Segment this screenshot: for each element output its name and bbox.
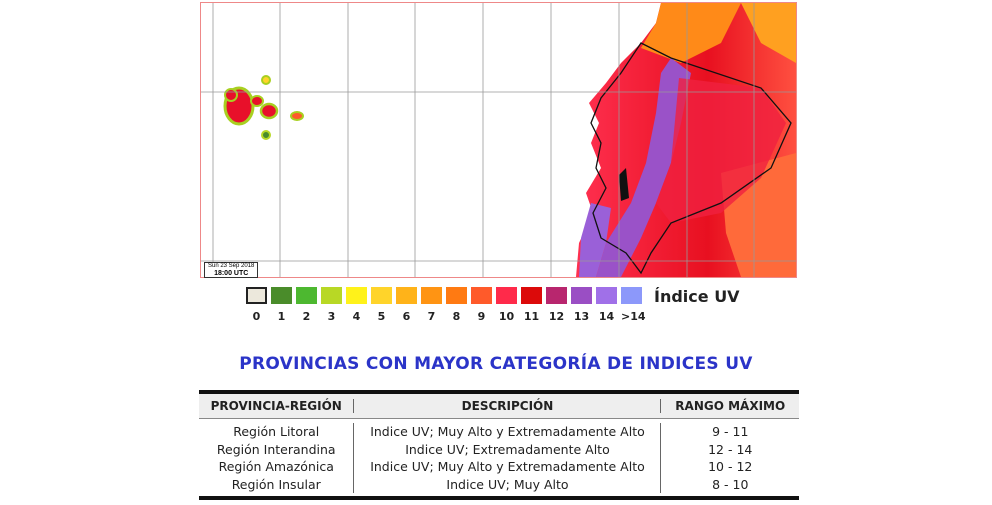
legend-label: 8	[452, 310, 461, 323]
timestamp-date: Sun 23 Sep 2018	[208, 263, 255, 269]
legend-title: Índice UV	[654, 287, 740, 306]
legend-label: 11	[523, 310, 540, 323]
legend-label: 14	[598, 310, 615, 323]
legend-swatch	[546, 287, 567, 304]
table-cell: Indice UV; Extremadamente Alto	[353, 440, 662, 458]
legend-item: 8	[446, 287, 467, 323]
legend-item: 0	[246, 287, 267, 323]
legend-label: 12	[548, 310, 565, 323]
legend-item: 1	[271, 287, 292, 323]
legend-label: 3	[327, 310, 336, 323]
header-max-range: RANGO MÁXIMO	[675, 399, 786, 413]
table-cell: 8 - 10	[712, 476, 749, 492]
legend-item: 9	[471, 287, 492, 323]
table-cell: 9 - 11	[712, 424, 749, 439]
map-canvas	[201, 3, 796, 277]
legend-label: 13	[573, 310, 590, 323]
legend-swatch	[496, 287, 517, 304]
map-timestamp: Sun 23 Sep 2018 18:00 UTC	[204, 262, 259, 278]
header-description: DESCRIPCIÓN	[353, 399, 662, 413]
legend-swatch	[246, 287, 267, 304]
legend-item: 3	[321, 287, 342, 323]
legend-item: 12	[546, 287, 567, 323]
table-row: Región Interandina Indice UV; Extremadame…	[199, 440, 799, 458]
legend-label: 1	[277, 310, 286, 323]
legend-label: 9	[477, 310, 486, 323]
legend-swatch	[421, 287, 442, 304]
timestamp-time: 18:00 UTC	[214, 270, 249, 277]
legend-item: >14	[621, 287, 646, 323]
legend-item: 11	[521, 287, 542, 323]
legend-swatch	[571, 287, 592, 304]
legend-label: >14	[621, 310, 646, 323]
table-cell: Región Litoral	[233, 424, 320, 439]
section-title: PROVINCIAS CON MAYOR CATEGORÍA DE INDICE…	[239, 354, 753, 374]
legend-swatch	[346, 287, 367, 304]
legend-item: 7	[421, 287, 442, 323]
header-province: PROVINCIA-REGIÓN	[210, 399, 342, 413]
table-cell: 10 - 12	[708, 459, 753, 474]
uv-color-legend: 0 1 2 3 4 5 6 7 8 9 10 11 12 13 14 >14 Índice UV	[246, 287, 740, 323]
legend-swatch	[321, 287, 342, 304]
legend-swatch	[471, 287, 492, 304]
legend-item: 14	[596, 287, 617, 323]
legend-item: 4	[346, 287, 367, 323]
legend-item: 5	[371, 287, 392, 323]
table-cell: Región Insular	[231, 476, 321, 492]
table-row: Región Amazónica Indice UV; Muy Alto y Ex…	[199, 458, 799, 476]
legend-label: 0	[252, 310, 261, 323]
legend-label: 2	[302, 310, 311, 323]
legend-swatch	[596, 287, 617, 304]
table-body: Región Litoral Indice UV; Muy Alto y Extr…	[199, 419, 799, 496]
table-row: Región Insular Indice UV; Muy Alto 8 - 10	[199, 475, 799, 493]
legend-swatch	[396, 287, 417, 304]
legend-swatch	[521, 287, 542, 304]
lat-lon-grid	[201, 3, 796, 277]
legend-swatch	[446, 287, 467, 304]
legend-swatch	[296, 287, 317, 304]
table-row: Región Litoral Indice UV; Muy Alto y Extr…	[199, 423, 799, 441]
legend-swatch	[371, 287, 392, 304]
legend-item: 2	[296, 287, 317, 323]
uv-index-map: Sun 23 Sep 2018 18:00 UTC	[200, 2, 797, 278]
table-cell: Indice UV; Muy Alto	[353, 475, 662, 493]
land-uv-field	[576, 3, 796, 277]
galapagos-islands	[223, 75, 304, 140]
table-cell: Indice UV; Muy Alto y Extremadamente Alt…	[353, 458, 662, 476]
uv-provinces-table: PROVINCIA-REGIÓN DESCRIPCIÓN RANGO MÁXIM…	[199, 390, 799, 500]
legend-swatch	[621, 287, 642, 304]
legend-label: 10	[498, 310, 515, 323]
table-header: PROVINCIA-REGIÓN DESCRIPCIÓN RANGO MÁXIM…	[199, 394, 799, 419]
table-cell: Indice UV; Muy Alto y Extremadamente Alt…	[353, 423, 662, 441]
legend-label: 4	[352, 310, 361, 323]
table-cell: Región Interandina	[216, 441, 336, 457]
legend-swatch	[271, 287, 292, 304]
legend-label: 6	[402, 310, 411, 323]
table-cell: Región Amazónica	[218, 459, 334, 474]
legend-label: 7	[427, 310, 436, 323]
table-cell: 12 - 14	[708, 441, 753, 457]
legend-label: 5	[377, 310, 386, 323]
legend-item: 13	[571, 287, 592, 323]
legend-item: 10	[496, 287, 517, 323]
legend-item: 6	[396, 287, 417, 323]
